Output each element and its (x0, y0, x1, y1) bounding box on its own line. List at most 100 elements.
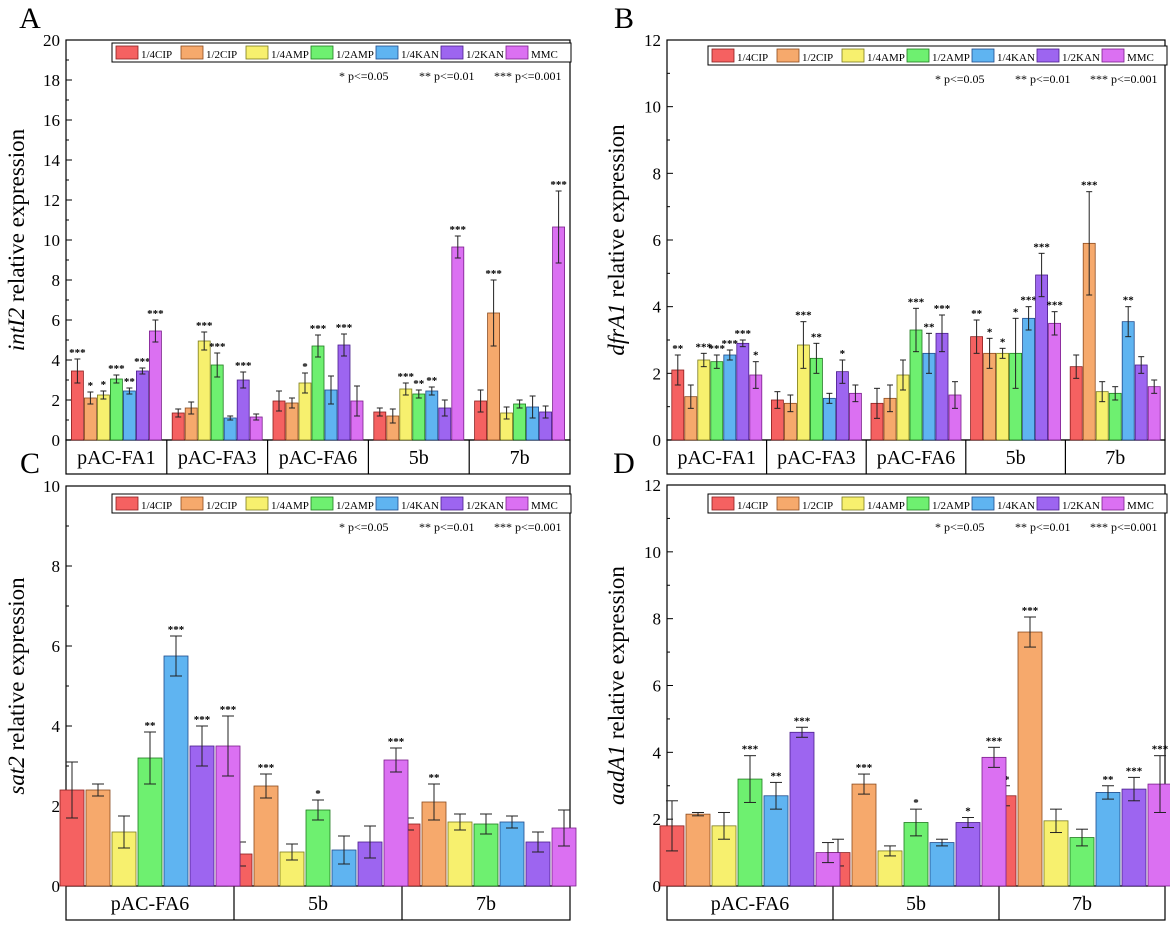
significance-label: * (913, 797, 919, 809)
legend-swatch (115, 45, 139, 60)
legend-swatch (505, 496, 529, 511)
significance-label: *** (134, 356, 151, 368)
significance-label: * (302, 361, 308, 373)
bar-1/2AMP (710, 361, 724, 441)
legend-swatch (115, 496, 139, 511)
significance-label: *** (1152, 744, 1169, 756)
category-label: 5b (409, 447, 429, 469)
y-tick-label: 12 (43, 191, 60, 210)
legend-label: MMC (531, 500, 558, 512)
category-label: 7b (1072, 893, 1092, 915)
significance-label: *** (168, 624, 185, 636)
legend-label: 1/2AMP (336, 500, 374, 512)
legend-label: 1/4AMP (271, 49, 309, 61)
significance-label: *** (1126, 765, 1143, 777)
legend-label: 1/2KAN (1062, 52, 1100, 64)
bar-1/2CIP (253, 785, 279, 887)
legend: 1/4CIP 1/2CIP 1/4AMP 1/2AMP 1/4KAN 1/2KAN MMC (707, 493, 1168, 514)
legend-label: 1/4KAN (997, 500, 1035, 512)
y-tick-label: 4 (653, 298, 662, 317)
y-tick-label: 0 (52, 877, 61, 896)
significance-label: *** (258, 762, 275, 774)
bar-MMC (383, 759, 409, 887)
significance-label: * (753, 350, 759, 362)
panel-a: A 0 2 4 6 8 10 12 14 16 18 20 intI2 relative express… (4, 2, 572, 475)
legend-label: MMC (531, 49, 558, 61)
y-axis-label: dfrA1 relative expression (604, 124, 629, 356)
significance-label: * (315, 788, 321, 800)
bar-1/4AMP (447, 821, 473, 887)
y-tick-label: 0 (52, 431, 61, 450)
bar-1/2CIP (1017, 631, 1043, 887)
y-tick-label: 20 (43, 31, 60, 50)
y-axis-gene: sat2 (4, 756, 29, 794)
y-tick-label: 2 (52, 391, 61, 410)
bar-1/4KAN (1095, 792, 1121, 887)
panel-c: C 0 2 4 6 8 10 sat2 relative expression pAC-FA6 5… (4, 447, 577, 921)
y-tick-label: 0 (653, 877, 662, 896)
legend-label: 1/4AMP (271, 500, 309, 512)
bar-1/2AMP (110, 378, 123, 441)
legend-label: 1/4CIP (737, 52, 768, 64)
legend-swatch (1101, 48, 1125, 63)
y-tick-label: 0 (653, 431, 662, 450)
bar-1/4KAN (823, 397, 836, 441)
legend-swatch (841, 48, 865, 63)
significance-label: *** (235, 360, 252, 372)
significance-label: *** (388, 736, 405, 748)
significance-label: ** (771, 770, 783, 782)
legend-swatch (440, 45, 464, 60)
bar-1/2AMP (513, 403, 526, 441)
significance-label: *** (735, 328, 752, 340)
y-tick-label: 14 (43, 151, 61, 170)
y-tick-label: 8 (52, 271, 61, 290)
category-label: 7b (1105, 447, 1125, 469)
significance-label: *** (485, 268, 502, 280)
legend: 1/4CIP 1/2CIP 1/4AMP 1/2AMP 1/4KAN 1/2KAN MMC (707, 45, 1168, 66)
bar-1/4AMP (697, 359, 711, 441)
significance-label: ** (145, 720, 157, 732)
legend-label: 1/4CIP (737, 500, 768, 512)
bar-1/4KAN (163, 655, 189, 887)
category-label: pAC-FA6 (711, 893, 790, 915)
legend-label: 1/4KAN (401, 49, 439, 61)
bar-1/2AMP (412, 393, 426, 441)
legend-swatch (375, 496, 399, 511)
y-tick-label: 6 (52, 637, 61, 656)
significance-label: * (840, 348, 846, 360)
legend-swatch (310, 45, 334, 60)
sig-note: *** p<=0.001 (1090, 72, 1158, 86)
legend-label: 1/2KAN (466, 500, 504, 512)
panel-d: D 0 2 4 6 8 10 12 aadA1 relative expression pAC-F… (604, 447, 1170, 921)
y-axis-unit: relative expression (604, 566, 629, 745)
significance-label: *** (696, 341, 713, 353)
significance-label: *** (1033, 241, 1050, 253)
bar-1/2CIP (85, 789, 111, 887)
category-label: pAC-FA1 (678, 447, 757, 469)
bar-MMC (1048, 322, 1061, 441)
sig-note: * p<=0.05 (339, 69, 389, 83)
legend: 1/4CIP 1/2CIP 1/4AMP 1/2AMP 1/4KAN 1/2KAN MMC (111, 493, 572, 514)
panel-b: B 0 2 4 6 8 10 12 dfrA1 relative expression pAC-F… (604, 2, 1168, 475)
legend-label: MMC (1127, 500, 1154, 512)
legend-swatch (1101, 496, 1125, 511)
significance-label: *** (450, 224, 467, 236)
y-axis-label: sat2 relative expression (4, 577, 29, 795)
legend-swatch (971, 48, 995, 63)
sig-note: *** p<=0.001 (494, 69, 562, 83)
legend-swatch (1036, 496, 1060, 511)
y-tick-label: 6 (653, 231, 662, 250)
significance-label: * (987, 326, 993, 338)
legend-label: 1/4CIP (141, 500, 172, 512)
significance-label: ** (1123, 295, 1135, 307)
significance-label: *** (398, 371, 415, 383)
bar-1/2KAN (135, 370, 149, 441)
bar-MMC (1147, 783, 1170, 887)
significance-label: *** (794, 715, 811, 727)
legend-swatch (245, 45, 269, 60)
legend-swatch (906, 496, 930, 511)
sig-note: * p<=0.05 (339, 520, 389, 534)
y-axis-unit: relative expression (604, 124, 629, 303)
significance-label: * (965, 805, 971, 817)
y-tick-label: 10 (43, 231, 60, 250)
